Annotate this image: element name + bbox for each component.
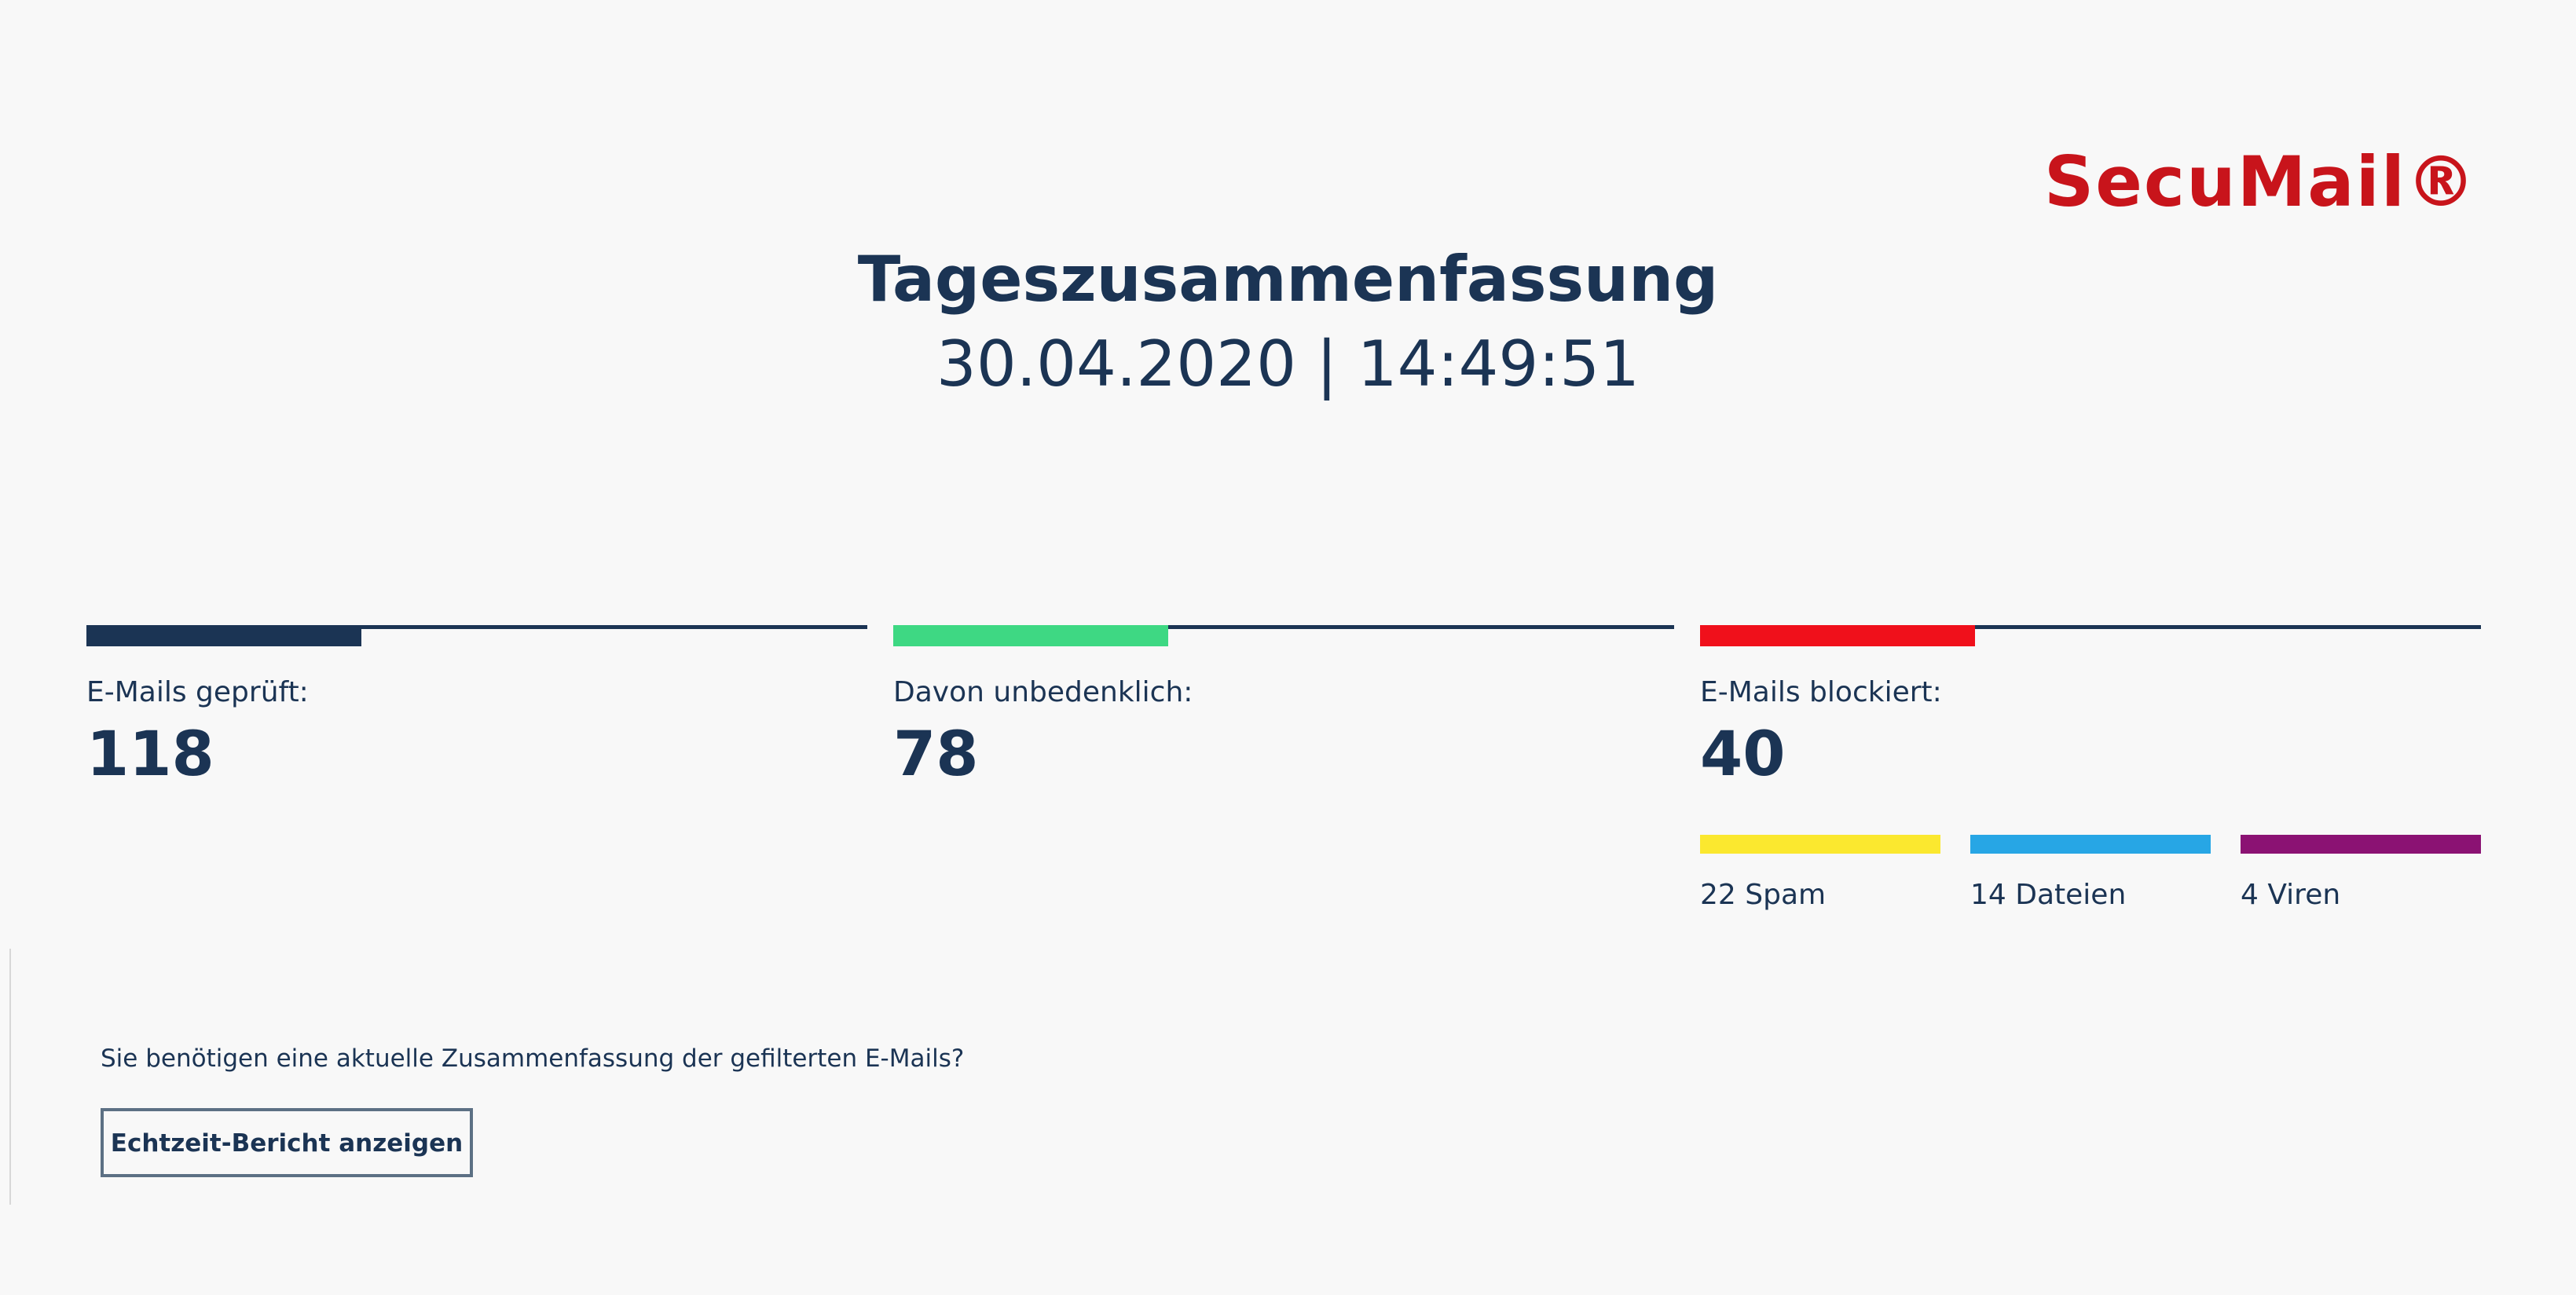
breakdown-viruses-label: 4 Viren (2241, 879, 2341, 911)
stat-blocked-accent (1700, 625, 1975, 646)
stat-safe-value: 78 (893, 719, 979, 790)
stat-blocked-track (1700, 625, 2481, 629)
show-realtime-report-button[interactable]: Echtzeit-Bericht anzeigen (101, 1108, 473, 1177)
stat-safe-bar (893, 625, 1674, 646)
report-datetime: 30.04.2020 | 14:49:51 (936, 327, 1640, 401)
stat-blocked-label: E-Mails blockiert: (1700, 676, 1942, 708)
realtime-report-section: Sie benötigen eine aktuelle Zusammenfass… (9, 949, 2576, 1205)
stat-safe-track (893, 625, 1674, 629)
stat-checked-accent (86, 625, 361, 646)
blocked-breakdown: 22 Spam 14 Dateien 4 Viren (1700, 835, 2481, 929)
breakdown-files-label: 14 Dateien (1970, 879, 2127, 911)
breakdown-files: 14 Dateien (1970, 835, 2211, 915)
report-header: Tageszusammenfassung 30.04.2020 | 14:49:… (0, 236, 2576, 405)
stat-blocked-value: 40 (1700, 719, 1786, 790)
breakdown-files-bar (1970, 835, 2211, 854)
stat-blocked-bar (1700, 625, 2481, 646)
secumail-logo: SecuMail® (2043, 141, 2477, 222)
realtime-report-question: Sie benötigen eine aktuelle Zusammenfass… (101, 1044, 965, 1073)
stat-safe-accent (893, 625, 1168, 646)
stat-checked-label: E-Mails geprüft: (86, 676, 309, 708)
stat-checked-bar (86, 625, 867, 646)
stat-blocked: E-Mails blockiert: 40 (1700, 625, 2481, 792)
stat-checked-track (86, 625, 867, 629)
stat-checked-value: 118 (86, 719, 214, 790)
page-title: Tageszusammenfassung (857, 243, 1719, 316)
stat-safe-label: Davon unbedenklich: (893, 676, 1193, 708)
stat-safe: Davon unbedenklich: 78 (893, 625, 1674, 792)
breakdown-spam-label: 22 Spam (1700, 879, 1827, 911)
breakdown-spam: 22 Spam (1700, 835, 1940, 915)
stat-checked: E-Mails geprüft: 118 (86, 625, 867, 792)
breakdown-viruses: 4 Viren (2241, 835, 2481, 915)
breakdown-viruses-bar (2241, 835, 2481, 854)
breakdown-spam-bar (1700, 835, 1940, 854)
